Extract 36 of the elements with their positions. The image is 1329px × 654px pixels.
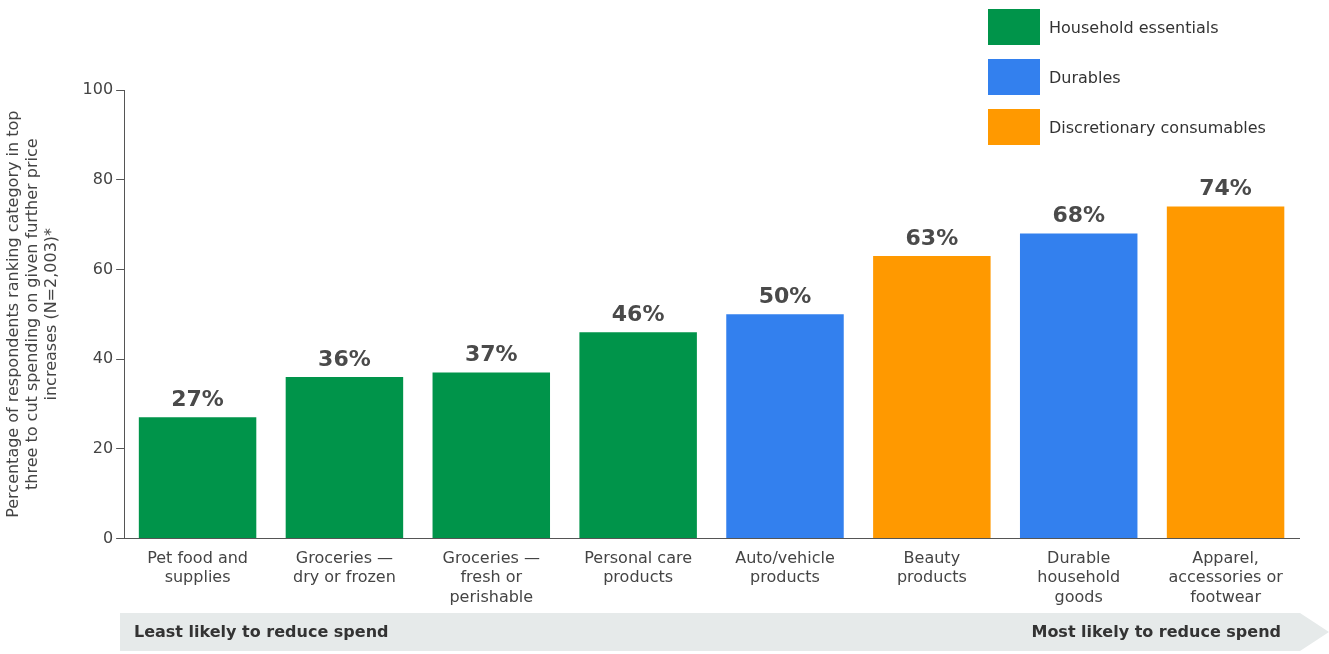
bar (873, 255, 991, 538)
bar (1166, 206, 1285, 538)
legend-label: Discretionary consumables (1049, 117, 1266, 137)
legend-label: Household essentials (1049, 17, 1219, 37)
bar (1019, 233, 1138, 538)
x-tick-label: Auto/vehicle products (735, 548, 835, 587)
x-tick-label: Durable household goods (1037, 548, 1121, 606)
bar (726, 314, 844, 538)
legend-label: Durables (1049, 67, 1121, 87)
text: Least likely to reduce spend (134, 622, 389, 641)
y-axis-title: Percentage of respondents ranking category in top three to cut spending on given further price increases (N=2,003)* (2, 110, 61, 518)
data-label: 36% (318, 345, 371, 371)
bar (432, 372, 551, 538)
data-label: 63% (905, 224, 959, 250)
data-label: 74% (1199, 175, 1252, 201)
x-tick-label: Groceries — dry or frozen (293, 548, 396, 587)
x-tick-label: Apparel, accessories or footwear (1168, 548, 1284, 606)
bar (138, 417, 257, 538)
y-tick-label: 40 (92, 348, 114, 368)
bar (285, 376, 404, 538)
data-label: 68% (1052, 202, 1106, 228)
x-tick-label: Beauty products (896, 548, 967, 587)
data-label: 27% (171, 386, 224, 412)
x-tick-label: Pet food and supplies (147, 548, 248, 587)
y-tick-label: 20 (92, 437, 114, 457)
y-tick-label: 100 (82, 79, 114, 99)
data-label: 37% (464, 341, 518, 367)
y-tick-label: 80 (92, 168, 114, 188)
y-tick-label: 0 (102, 527, 114, 547)
bar (579, 332, 697, 538)
x-tick-label: Personal care products (584, 548, 693, 587)
y-tick-label: 60 (92, 258, 114, 278)
x-tick-label: Groceries — fresh or perishable (442, 548, 540, 606)
data-label: 50% (758, 282, 812, 308)
text: Most likely to reduce spend (1031, 622, 1281, 641)
data-label: 46% (611, 300, 665, 326)
